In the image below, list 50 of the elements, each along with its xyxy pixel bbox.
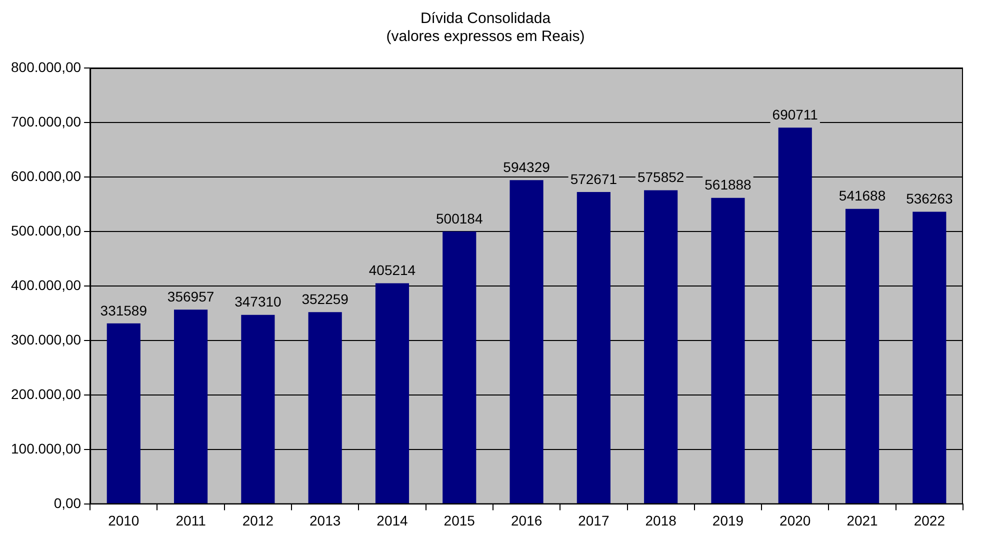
- data-label: 541688: [838, 188, 886, 204]
- data-label: 352259: [302, 290, 349, 307]
- y-tick-label: 600.000,00: [10, 168, 82, 184]
- data-label: 405214: [368, 262, 416, 278]
- bar: [241, 314, 275, 504]
- y-tick-label: 300.000,00: [10, 331, 82, 348]
- y-tick-label: 700.000,00: [10, 113, 82, 130]
- y-tick-label: 800.000,00: [10, 58, 82, 75]
- data-label: 536263: [906, 190, 953, 207]
- chart-title: Dívida Consolidada: [420, 10, 552, 28]
- x-tick-label: 2017: [578, 512, 610, 528]
- bar: [576, 192, 610, 504]
- data-label: 561888: [704, 176, 752, 193]
- bar: [510, 180, 544, 504]
- data-label: 572671: [570, 170, 618, 187]
- bar: [778, 128, 812, 504]
- y-tick-label: 100.000,00: [10, 440, 82, 457]
- bar: [375, 283, 410, 504]
- x-tick-label: 2019: [712, 512, 744, 528]
- bar: [442, 231, 476, 504]
- bar: [106, 323, 140, 504]
- x-tick-label: 2010: [108, 512, 140, 528]
- x-tick-label: 2011: [176, 512, 206, 528]
- bar: [644, 190, 678, 504]
- data-label: 690711: [772, 106, 818, 122]
- data-label: 347310: [234, 294, 282, 310]
- bar: [174, 310, 208, 504]
- x-tick-label: 2013: [310, 512, 341, 528]
- y-tick-label: 200.000,00: [10, 386, 82, 402]
- data-label: 356957: [167, 288, 214, 304]
- x-tick-label: 2015: [444, 512, 476, 528]
- x-tick-label: 2016: [510, 512, 542, 528]
- x-tick-label: 2018: [645, 512, 677, 528]
- chart-subtitle: (valores expressos em Reais): [386, 28, 585, 46]
- bar: [912, 212, 946, 504]
- y-tick-label: 500.000,00: [10, 222, 82, 238]
- data-label: 594329: [503, 159, 550, 175]
- bar: [711, 198, 745, 504]
- x-tick-label: 2020: [780, 512, 811, 528]
- y-tick-label: 0,00: [54, 495, 82, 512]
- data-label: 500184: [436, 210, 483, 226]
- data-label: 575852: [637, 169, 684, 186]
- x-tick-label: 2021: [846, 512, 878, 528]
- x-tick-label: 2012: [242, 512, 274, 528]
- x-tick-label: 2022: [914, 512, 946, 528]
- y-tick-label: 400.000,00: [10, 276, 82, 293]
- bar: [845, 208, 880, 504]
- x-tick-label: 2014: [376, 512, 408, 528]
- data-label: 331589: [100, 302, 148, 318]
- bar: [308, 312, 342, 504]
